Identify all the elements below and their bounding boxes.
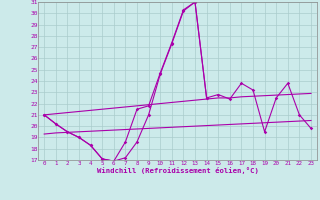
X-axis label: Windchill (Refroidissement éolien,°C): Windchill (Refroidissement éolien,°C) bbox=[97, 167, 259, 174]
